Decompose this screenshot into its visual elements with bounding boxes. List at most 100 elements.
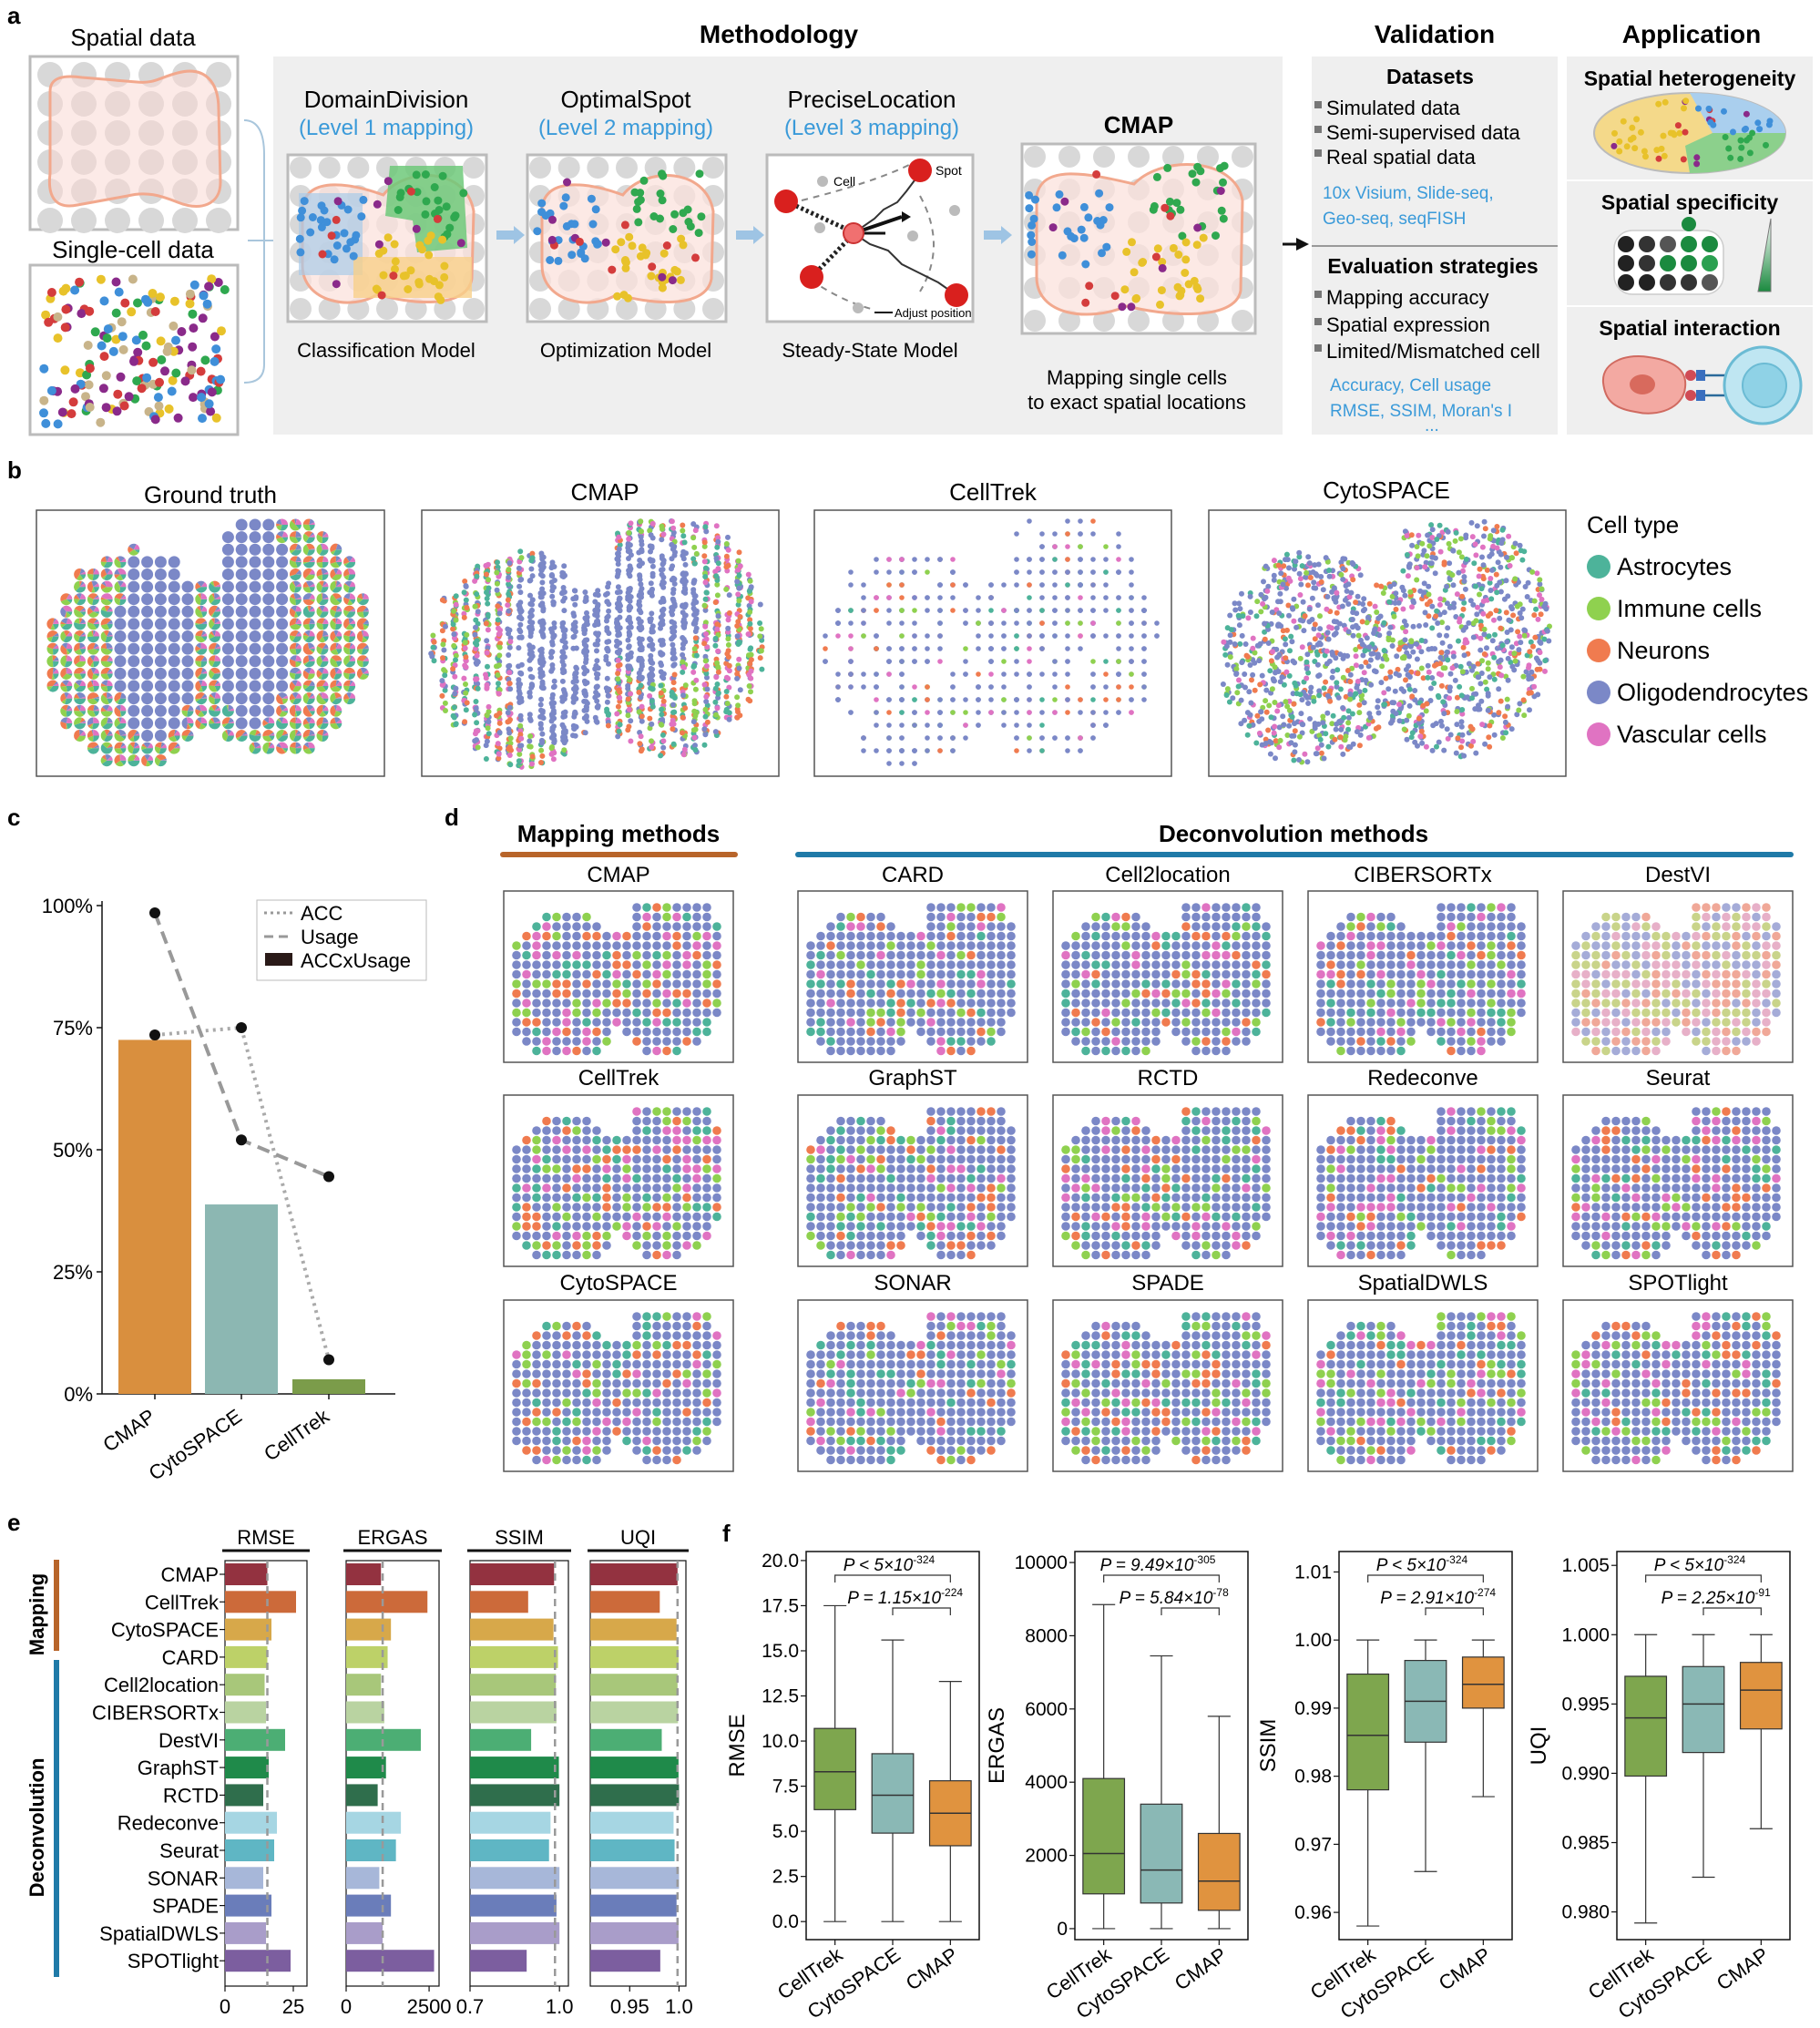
celltrek-cell	[988, 671, 994, 677]
gt-pie-slice	[333, 611, 343, 618]
cmap-cell	[691, 560, 698, 567]
cmap-cell	[680, 522, 686, 528]
single-cell-dot	[154, 401, 164, 411]
celltrek-cell	[899, 646, 905, 651]
cell-dot	[456, 239, 465, 248]
cmap-cell	[527, 690, 533, 695]
cmap-cell	[639, 541, 645, 548]
spot-grid	[318, 157, 341, 179]
gt-pie-slice	[309, 618, 315, 624]
cmap-cell	[735, 558, 741, 564]
celltrek-cell	[1014, 620, 1019, 626]
gt-pie-slice	[316, 655, 322, 667]
celltrek-cell	[1001, 722, 1007, 728]
gt-pie-slice	[332, 587, 343, 593]
gt-pie-slice	[348, 636, 356, 643]
celltrek-cell	[886, 620, 892, 626]
cmap-cell	[702, 713, 709, 720]
cmap-cell	[439, 692, 445, 699]
spot-grid	[702, 298, 724, 320]
gt-pie-slice	[356, 630, 363, 642]
gt-spot	[235, 692, 248, 705]
cmap-cell	[736, 585, 742, 591]
cmap-cell	[702, 596, 709, 602]
gt-pie-slice	[290, 574, 296, 577]
cmap-cell	[626, 723, 632, 730]
gt-pie-slice	[209, 605, 218, 617]
gt-spot	[235, 568, 248, 580]
celltrek-cell	[899, 710, 905, 715]
cmap-cell	[681, 622, 688, 629]
cmap-cell	[486, 703, 492, 710]
cmap-cell	[669, 518, 675, 525]
cmap-cell	[506, 663, 512, 670]
gt-pie-slice	[100, 599, 112, 606]
gt-pie-slice	[74, 568, 82, 579]
cmap-cell	[475, 744, 481, 751]
celltrek-cell	[925, 646, 930, 651]
cmap-cell	[572, 711, 578, 717]
gt-pie-slice	[195, 587, 208, 593]
cell-dot	[1190, 276, 1199, 285]
single-cell-dot	[85, 306, 95, 316]
celltrek-cell	[1027, 684, 1032, 690]
cell-dot	[1199, 233, 1208, 242]
single-cell-dot	[39, 408, 48, 418]
cmap-cell	[538, 707, 544, 713]
celltrek-cell	[1052, 697, 1058, 702]
cell-dot	[613, 292, 622, 301]
cmap-cell	[548, 751, 555, 757]
gt-spot	[262, 568, 275, 580]
celltrek-cell	[1065, 608, 1070, 613]
spatial-spot	[206, 208, 231, 233]
specificity-dot	[1681, 274, 1697, 291]
cmap-cell	[573, 685, 579, 691]
gt-pie-slice	[107, 623, 113, 630]
specificity-dot	[1681, 255, 1697, 271]
celltrek-cell	[1039, 608, 1045, 613]
panel-label-b: b	[7, 456, 22, 484]
gt-pie-slice	[276, 525, 282, 531]
cmap-cell	[615, 632, 621, 639]
gt-pie-slice	[60, 630, 66, 642]
cell-dot	[1079, 233, 1089, 242]
cytospace-cell	[1340, 556, 1346, 562]
cmap-cell	[714, 705, 721, 712]
gt-pie-slice	[214, 584, 221, 588]
gt-pie-slice	[295, 531, 302, 538]
cytospace-cell	[1423, 622, 1429, 628]
gt-spot	[262, 667, 275, 680]
gt-spot	[249, 618, 261, 630]
cmap-cell	[551, 678, 557, 684]
gt-pie-slice	[302, 618, 312, 625]
celltrek-cell	[937, 710, 943, 715]
gt-spot	[276, 642, 289, 655]
gt-spot	[262, 518, 275, 531]
gt-pie-slice	[295, 655, 302, 661]
gt-spot	[235, 556, 248, 568]
gt-spot	[262, 680, 275, 692]
gt-pie-slice	[291, 605, 297, 612]
gt-pie-slice	[356, 642, 368, 650]
cmap-cell	[559, 722, 566, 728]
gt-pie-slice	[294, 518, 297, 525]
celltrek-cell	[976, 633, 981, 639]
cmap-cell	[572, 624, 578, 630]
celltrek-cell	[1103, 595, 1109, 600]
celltrek-cell	[874, 608, 879, 613]
celltrek-cell	[861, 620, 866, 626]
gt-spot	[249, 680, 261, 692]
gt-pie-slice	[356, 618, 367, 630]
celltrek-cell	[1014, 608, 1019, 613]
cmap-cell	[529, 555, 536, 561]
cell-dot	[374, 240, 383, 249]
cmap-cell	[670, 741, 677, 747]
gt-spot	[168, 655, 180, 668]
single-cell-dot	[46, 288, 56, 297]
cell-dot	[1058, 251, 1067, 260]
gt-pie-slice	[74, 618, 80, 624]
cmap-cell	[539, 579, 546, 586]
celltrek-cell	[1027, 582, 1032, 588]
cell-dot	[395, 192, 404, 201]
gt-pie-slice	[343, 561, 350, 567]
